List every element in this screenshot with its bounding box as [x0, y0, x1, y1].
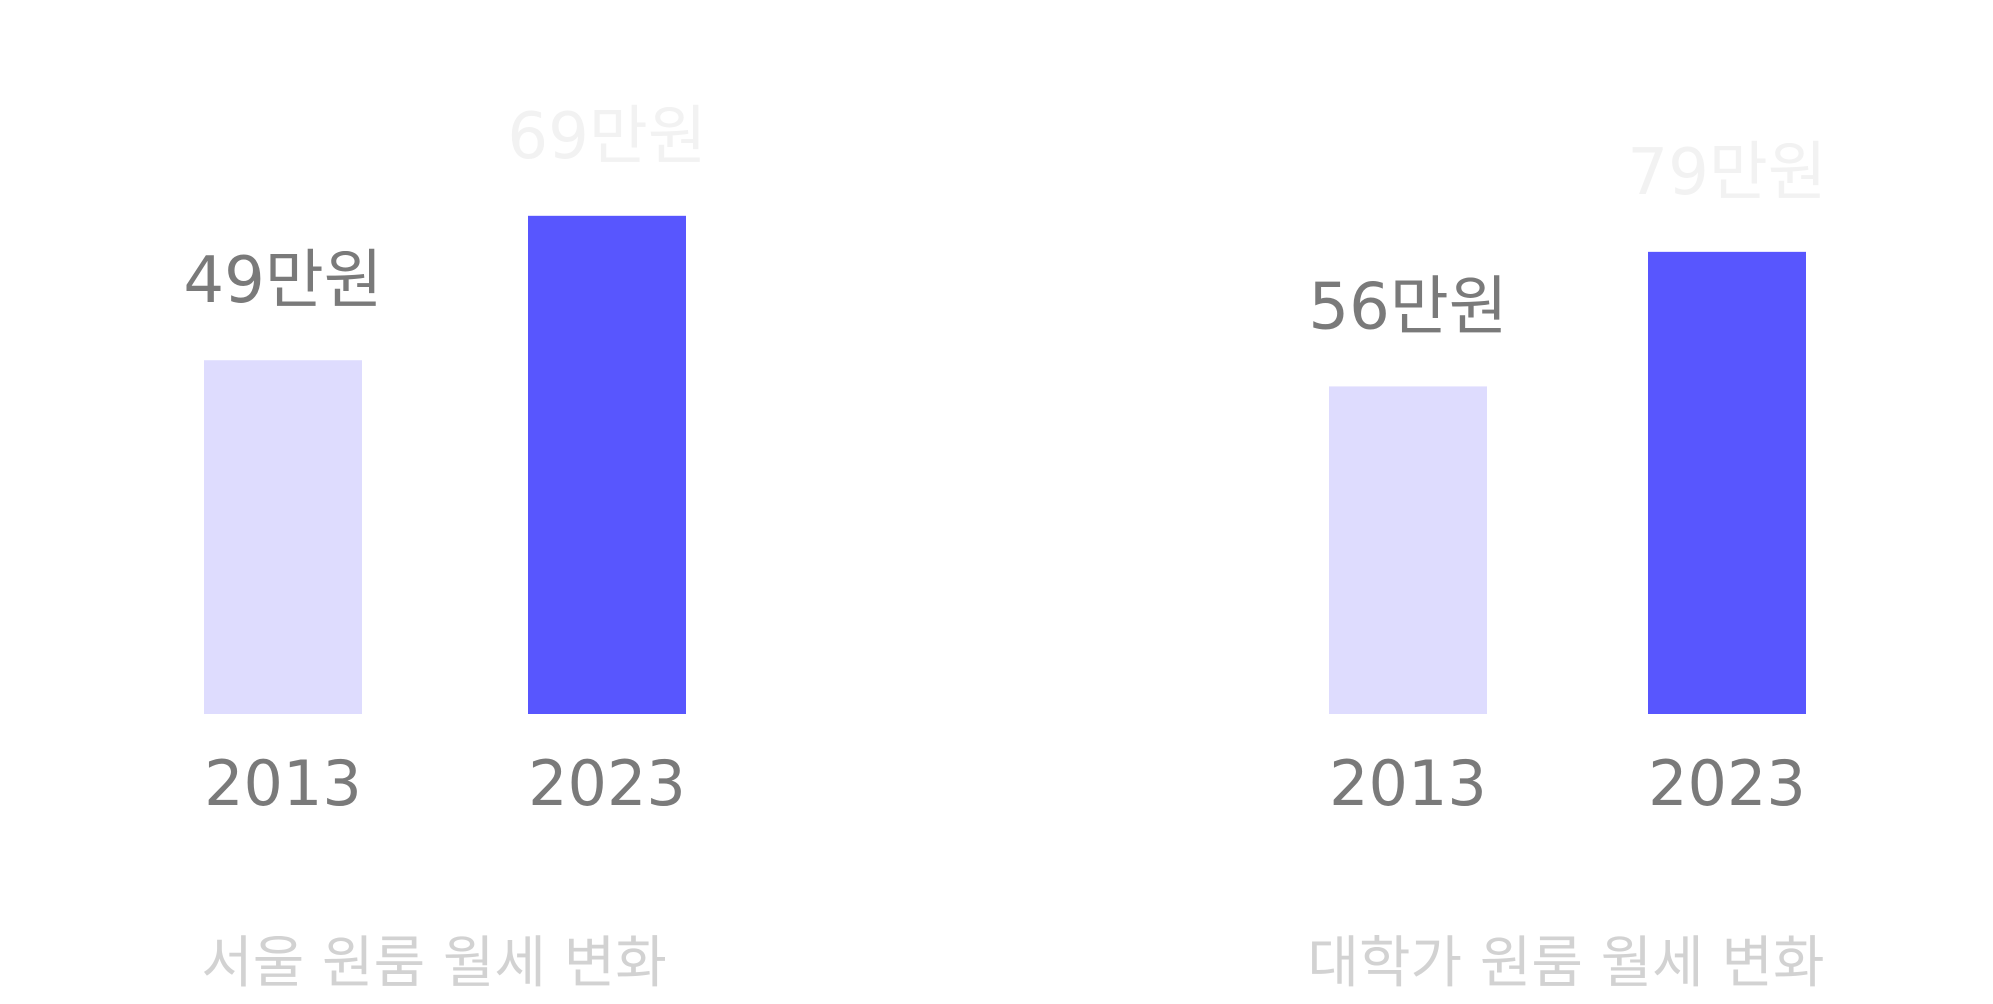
seoul-rent-chart: 49만원 2013 69만원 2023 서울 원룸 월세 변화: [183, 100, 706, 996]
value-label-2023: 69만원: [507, 100, 706, 174]
bar-2023: [528, 215, 686, 714]
value-label-2013: 49만원: [183, 244, 382, 318]
x-tick-label-2013: 2013: [1329, 747, 1487, 820]
bar-2013: [204, 360, 362, 714]
bar-2023: [1648, 251, 1806, 714]
x-tick-label-2023: 2023: [528, 747, 686, 820]
university-area-rent-chart: 56만원 2013 79만원 2023 대학가 원룸 월세 변화: [1307, 136, 1826, 996]
chart-title: 서울 원룸 월세 변화: [201, 931, 667, 996]
chart-title: 대학가 원룸 월세 변화: [1307, 931, 1824, 996]
x-tick-label-2023: 2023: [1648, 747, 1806, 820]
x-tick-label-2013: 2013: [204, 747, 362, 820]
value-label-2013: 56만원: [1308, 270, 1507, 344]
value-label-2023: 79만원: [1627, 136, 1826, 210]
bar-2013: [1329, 386, 1487, 714]
